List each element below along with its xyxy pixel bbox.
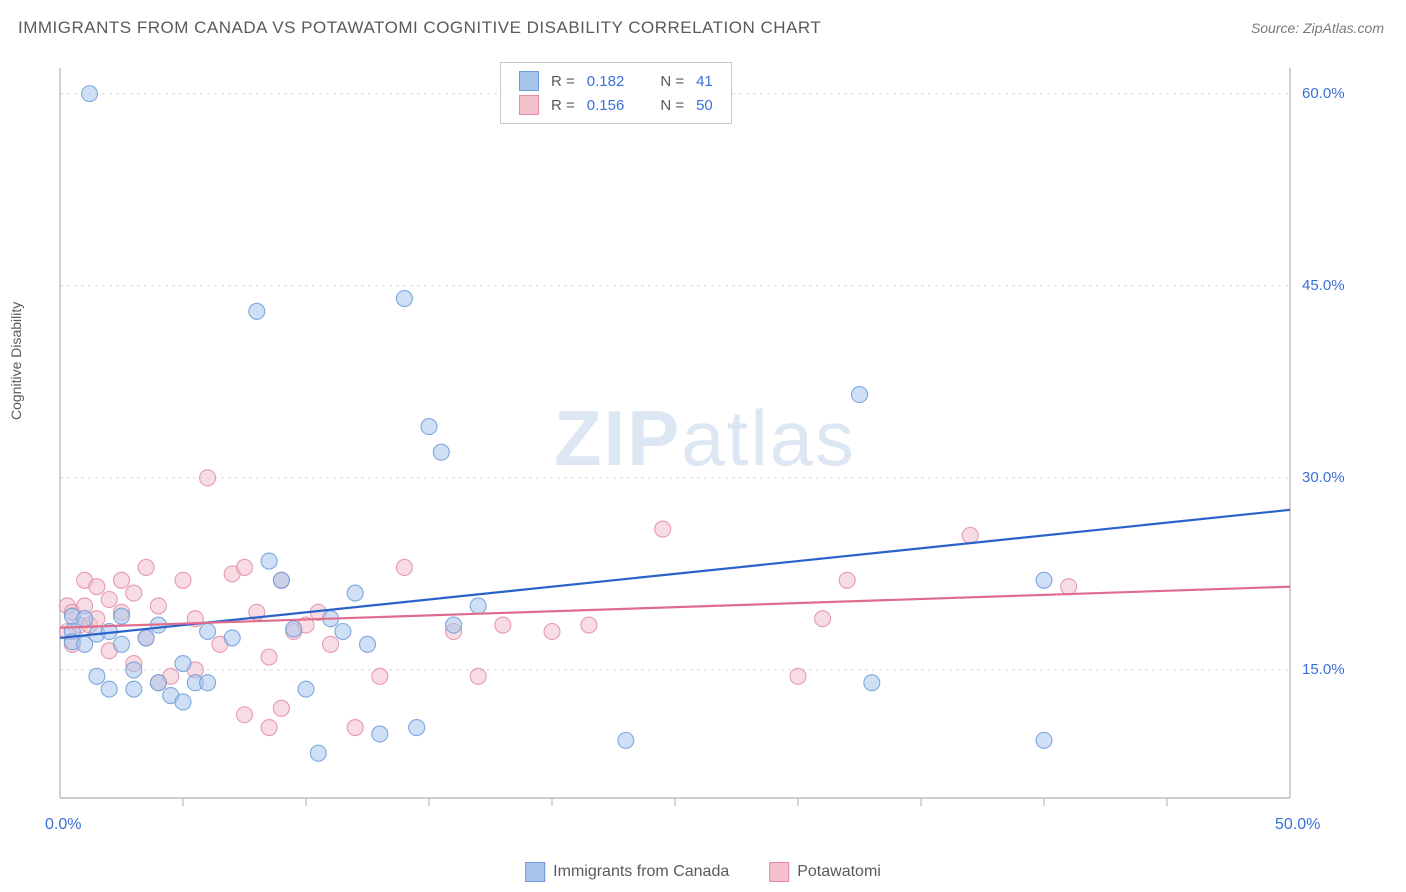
y-tick-label: 15.0% xyxy=(1302,661,1345,678)
r-label: R = xyxy=(545,93,581,117)
scatter-chart xyxy=(50,58,1360,828)
r-value: 0.182 xyxy=(581,69,631,93)
stats-legend: R = 0.182 N = 41 R = 0.156 N = 50 xyxy=(500,62,732,124)
y-tick-label: 45.0% xyxy=(1302,277,1345,294)
y-axis-label: Cognitive Disability xyxy=(8,302,24,420)
bottom-legend: Immigrants from Canada Potawatomi xyxy=(525,862,881,882)
legend-swatch xyxy=(519,71,539,91)
n-value: 41 xyxy=(690,69,719,93)
chart-container: ZIPatlas xyxy=(50,58,1360,828)
source-attribution: Source: ZipAtlas.com xyxy=(1251,20,1384,36)
legend-swatch xyxy=(525,862,545,882)
legend-label: Potawatomi xyxy=(797,863,881,881)
r-value: 0.156 xyxy=(581,93,631,117)
x-tick-label: 0.0% xyxy=(45,816,81,834)
legend-label: Immigrants from Canada xyxy=(553,863,729,881)
x-tick-label: 50.0% xyxy=(1275,816,1320,834)
y-tick-label: 30.0% xyxy=(1302,469,1345,486)
n-label: N = xyxy=(654,93,690,117)
legend-item: Potawatomi xyxy=(769,862,881,882)
chart-title: IMMIGRANTS FROM CANADA VS POTAWATOMI COG… xyxy=(18,18,821,38)
legend-swatch xyxy=(519,95,539,115)
n-label: N = xyxy=(654,69,690,93)
n-value: 50 xyxy=(690,93,719,117)
r-label: R = xyxy=(545,69,581,93)
legend-item: Immigrants from Canada xyxy=(525,862,729,882)
legend-swatch xyxy=(769,862,789,882)
y-tick-label: 60.0% xyxy=(1302,85,1345,102)
